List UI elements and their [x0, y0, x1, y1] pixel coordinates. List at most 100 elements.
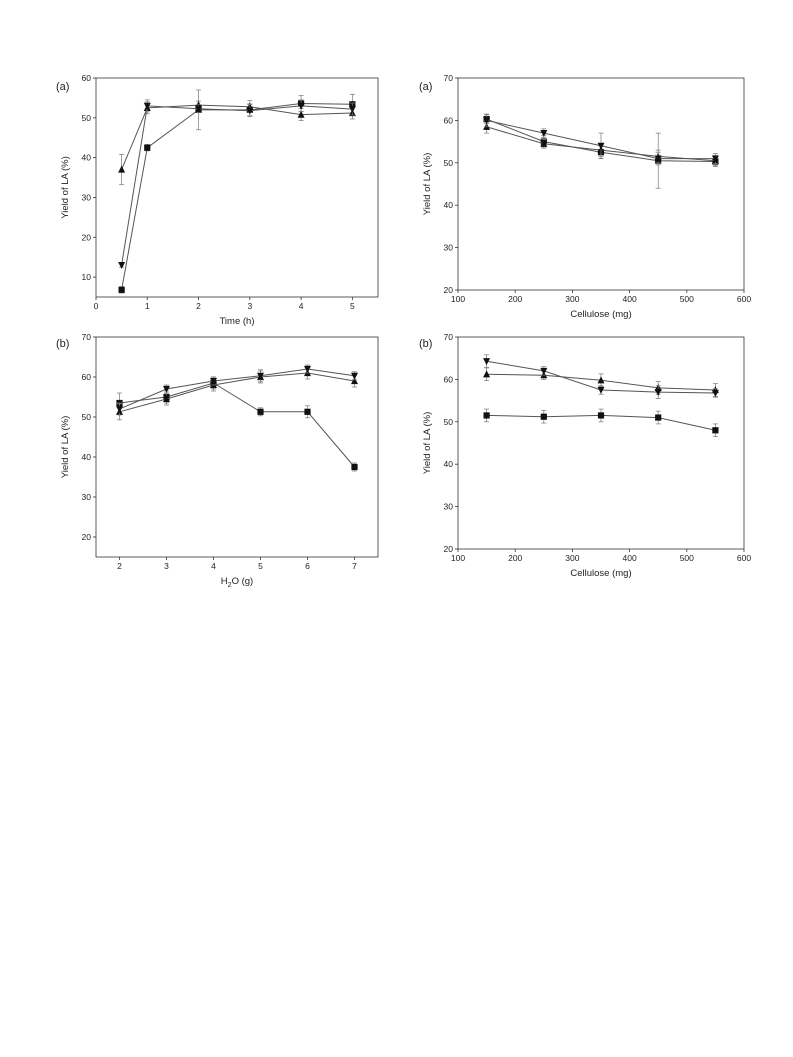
x-tick-label: 400 [623, 294, 637, 304]
data-point [483, 370, 491, 378]
y-tick-label: 70 [444, 73, 454, 83]
series-square [483, 408, 719, 437]
data-point [304, 365, 311, 373]
series-triangle-down [483, 113, 719, 166]
x-tick-label: 1 [145, 301, 150, 311]
panel-label: (b) [419, 338, 432, 350]
y-tick-label: 30 [444, 243, 454, 253]
data-point [143, 102, 151, 110]
x-tick-label: 2 [196, 301, 201, 311]
series-triangle-down [116, 364, 358, 416]
x-tick-label: 4 [211, 561, 216, 571]
series-line [119, 372, 355, 413]
y-tick-label: 40 [444, 459, 454, 469]
data-point [597, 386, 605, 394]
x-tick-label: 200 [508, 553, 522, 563]
data-point [483, 358, 491, 366]
x-axis-label: Cellulose (mg) [570, 309, 631, 320]
data-point [711, 389, 719, 397]
y-tick-label: 50 [82, 412, 92, 422]
chart-panel-1: 0 1 2 3 4 5 10 20 30 40 50 60 Time (h) Yield of LA (%… [56, 73, 379, 327]
y-tick-label: 60 [444, 115, 454, 125]
panel-label: (b) [56, 338, 69, 350]
data-point [597, 412, 605, 419]
y-tick-label: 60 [82, 372, 92, 382]
x-tick-label: 600 [737, 294, 751, 304]
y-axis-label: Yield of LA (%) [422, 412, 433, 474]
chart-panel-4: 100 200 300 400 500 600 20 30 40 50 60 70 Cellulose … [419, 332, 751, 579]
x-tick-label: 100 [451, 294, 465, 304]
series-line [121, 105, 353, 266]
data-point [297, 102, 305, 110]
data-point [118, 262, 126, 270]
data-point [540, 367, 548, 375]
plot-frame [95, 336, 379, 558]
panel-label: (a) [419, 81, 432, 93]
y-tick-label: 40 [82, 452, 92, 462]
series-triangle-down [118, 99, 356, 270]
y-tick-label: 70 [444, 332, 454, 342]
x-tick-label: 300 [565, 294, 579, 304]
panel-label: (a) [56, 81, 69, 93]
x-tick-label: 400 [623, 553, 637, 563]
series-line [119, 368, 355, 410]
x-axis-label: H2O (g) [221, 576, 253, 589]
data-point [483, 412, 490, 419]
x-axis-label: Cellulose (mg) [570, 568, 631, 579]
y-tick-label: 60 [444, 374, 454, 384]
data-point [297, 110, 305, 118]
chart-panel-2: 100 200 300 400 500 600 20 30 40 50 60 70 Cellulose … [419, 73, 751, 320]
data-point [257, 372, 264, 380]
series-line [121, 102, 353, 290]
y-tick-label: 30 [82, 192, 92, 202]
chart-panel-3: 2 3 4 5 6 7 20 30 40 50 60 70 H2O (g) Yield of LA (%)… [56, 332, 379, 589]
y-tick-label: 70 [82, 332, 92, 342]
data-point [144, 144, 151, 151]
y-axis-label: Yield of LA (%) [60, 416, 71, 478]
x-tick-label: 6 [305, 561, 310, 571]
data-point [210, 377, 217, 385]
data-point [351, 377, 358, 385]
y-tick-label: 50 [444, 417, 454, 427]
data-point [163, 385, 170, 393]
y-tick-label: 40 [82, 153, 92, 163]
data-point [540, 139, 548, 147]
data-point [597, 142, 605, 150]
x-tick-label: 2 [117, 561, 122, 571]
x-tick-label: 5 [258, 561, 263, 571]
x-tick-label: 0 [94, 301, 99, 311]
data-point [351, 372, 358, 380]
x-tick-label: 4 [299, 301, 304, 311]
data-point [540, 413, 547, 420]
y-axis-label: Yield of LA (%) [422, 153, 433, 215]
y-tick-label: 50 [82, 113, 92, 123]
x-tick-label: 5 [350, 301, 355, 311]
data-point [483, 117, 491, 125]
x-axis-label: Time (h) [219, 316, 254, 327]
series-line [121, 104, 353, 170]
data-point [118, 286, 125, 293]
data-point [540, 130, 548, 138]
y-tick-label: 60 [82, 73, 92, 83]
data-point [712, 427, 719, 434]
y-tick-label: 30 [444, 502, 454, 512]
data-point [351, 463, 358, 471]
x-tick-label: 300 [565, 553, 579, 563]
plot-frame [457, 336, 745, 550]
x-tick-label: 7 [352, 561, 357, 571]
data-point [195, 105, 203, 113]
data-point [348, 105, 356, 113]
y-tick-label: 20 [444, 285, 454, 295]
data-point [654, 389, 662, 397]
series-square [116, 376, 358, 472]
data-point [655, 414, 662, 421]
data-point [597, 376, 605, 384]
y-axis-label: Yield of LA (%) [60, 156, 71, 218]
x-tick-label: 3 [247, 301, 252, 311]
series-line [119, 382, 355, 468]
y-tick-label: 20 [444, 544, 454, 554]
x-tick-label: 100 [451, 553, 465, 563]
series-square [118, 89, 356, 294]
plot-frame [95, 77, 379, 298]
